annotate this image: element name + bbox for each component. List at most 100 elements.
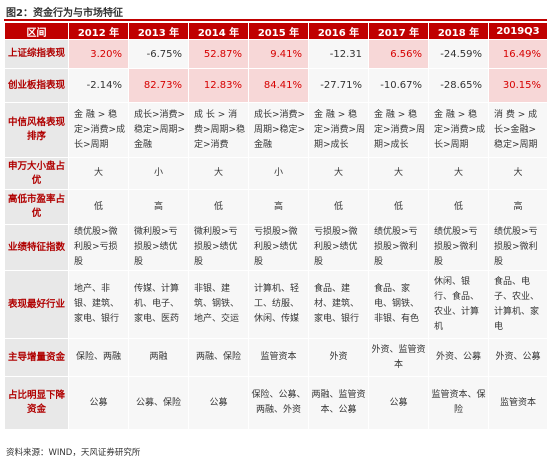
- table-cell: 外资、公募: [488, 338, 548, 377]
- table-cell: 公募: [368, 376, 429, 430]
- table-cell: 公募: [68, 376, 129, 430]
- table-cell: 绩优股>亏损股>微利股: [488, 224, 548, 271]
- table-cell: -27.71%: [308, 68, 369, 103]
- table-row: 创业板指表现 -2.14% 82.73% 12.83% 84.41% -27.7…: [4, 68, 548, 103]
- row-label: 主导增量资金: [4, 338, 69, 377]
- table-cell: 绩优股>亏损股>微利股: [368, 224, 429, 271]
- table-cell: 绩优股>微利股>亏损股: [68, 224, 129, 271]
- table-row: 占比明显下降资金 公募 公募、保险 公募 保险、公募、两融、外资 两融、监管资本…: [4, 376, 548, 430]
- header-cell: 2018 年: [428, 22, 489, 40]
- table-cell: 高: [128, 189, 189, 225]
- table-row: 申万大小盘占优 大 小 大 小 大 大 大 大: [4, 157, 548, 190]
- table-row: 业绩特征指数 绩优股>微利股>亏损股 微利股>亏损股>绩优股 微利股>亏损股>绩…: [4, 224, 548, 271]
- table-cell: 成长>消费>周期>稳定>金融: [248, 102, 309, 158]
- row-label: 中信风格表现排序: [4, 102, 69, 158]
- table-row: 表现最好行业 地产、非银、建筑、家电、银行 传媒、计算机、电子、家电、医药 非银…: [4, 270, 548, 339]
- table-cell: 保险、两融: [68, 338, 129, 377]
- table-cell: 低: [68, 189, 129, 225]
- table-cell: 84.41%: [248, 68, 309, 103]
- table-cell: 公募、保险: [128, 376, 189, 430]
- table-cell: 52.87%: [188, 39, 249, 69]
- header-cell: 2019Q3: [488, 22, 548, 40]
- table-cell: 监管资本: [488, 376, 548, 430]
- table-cell: 金 融 > 稳定>消费>成长>周期: [68, 102, 129, 158]
- table-cell: -2.14%: [68, 68, 129, 103]
- row-label: 创业板指表现: [4, 68, 69, 103]
- source-note: 资料来源：WIND，天风证券研究所: [6, 448, 141, 458]
- table-cell: 大: [68, 157, 129, 190]
- row-label: 高低市盈率占优: [4, 189, 69, 225]
- title-rule: [4, 19, 547, 21]
- table-cell: 食品、家电、钢铁、非银、有色: [368, 270, 429, 339]
- table-cell: 金 融 > 稳定>消费>成长>周期: [428, 102, 489, 158]
- table-cell: 3.20%: [68, 39, 129, 69]
- table-cell: 6.56%: [368, 39, 429, 69]
- table-cell: 大: [308, 157, 369, 190]
- table-cell: 低: [188, 189, 249, 225]
- table-cell: 微利股>亏损股>绩优股: [128, 224, 189, 271]
- row-label: 业绩特征指数: [4, 224, 69, 271]
- header-cell: 2015 年: [248, 22, 309, 40]
- table-cell: -12.31: [308, 39, 369, 69]
- table-cell: 绩优股>亏损股>微利股: [428, 224, 489, 271]
- table-cell: 12.83%: [188, 68, 249, 103]
- table-cell: 小: [128, 157, 189, 190]
- header-cell: 2017 年: [368, 22, 429, 40]
- table-cell: 30.15%: [488, 68, 548, 103]
- table-cell: 两融、监管资本、公募: [308, 376, 369, 430]
- table-cell: 监管资本: [248, 338, 309, 377]
- table-cell: 外资、监管资本: [368, 338, 429, 377]
- header-row: 区间 2012 年 2013 年 2014 年 2015 年 2016 年 20…: [4, 22, 548, 40]
- table-cell: 两融、保险: [188, 338, 249, 377]
- header-cell: 2014 年: [188, 22, 249, 40]
- table-row: 中信风格表现排序 金 融 > 稳定>消费>成长>周期 成长>消费>稳定>周期>金…: [4, 102, 548, 158]
- header-cell: 2013 年: [128, 22, 189, 40]
- row-label: 表现最好行业: [4, 270, 69, 339]
- table-cell: -10.67%: [368, 68, 429, 103]
- table-cell: 9.41%: [248, 39, 309, 69]
- table-cell: 传媒、计算机、电子、家电、医药: [128, 270, 189, 339]
- table-cell: 食品、建材、建筑、家电、银行: [308, 270, 369, 339]
- table-cell: 保险、公募、两融、外资: [248, 376, 309, 430]
- table-cell: 小: [248, 157, 309, 190]
- table-cell: 消 费 > 成长>金融>稳定>周期: [488, 102, 548, 158]
- table-cell: 低: [368, 189, 429, 225]
- table-cell: -6.75%: [128, 39, 189, 69]
- table-cell: 低: [308, 189, 369, 225]
- header-cell: 2016 年: [308, 22, 369, 40]
- table-cell: 16.49%: [488, 39, 548, 69]
- table-cell: 微利股>亏损股>绩优股: [188, 224, 249, 271]
- table-cell: 大: [488, 157, 548, 190]
- table-cell: 大: [428, 157, 489, 190]
- table-cell: 公募: [188, 376, 249, 430]
- table-cell: -28.65%: [428, 68, 489, 103]
- table-cell: 食品、电子、农业、计算机、家电: [488, 270, 548, 339]
- table-cell: 休闲、银行、食品、农业、计算机: [428, 270, 489, 339]
- table-cell: 亏损股>微利股>绩优股: [248, 224, 309, 271]
- table-cell: 成 长 > 消费>周期>稳定>消费: [188, 102, 249, 158]
- table-cell: 外资: [308, 338, 369, 377]
- table-cell: 地产、非银、建筑、家电、银行: [68, 270, 129, 339]
- table-cell: 监管资本、保险: [428, 376, 489, 430]
- row-label: 申万大小盘占优: [4, 157, 69, 190]
- figure-title: 图2：资金行为与市场特征: [6, 8, 123, 19]
- table-row: 主导增量资金 保险、两融 两融 两融、保险 监管资本 外资 外资、监管资本 外资…: [4, 338, 548, 377]
- table-row: 高低市盈率占优 低 高 低 高 低 低 低 高: [4, 189, 548, 225]
- table-cell: 亏损股>微利股>绩优股: [308, 224, 369, 271]
- table-cell: 计算机、轻工、纺服、休闲、传媒: [248, 270, 309, 339]
- table-cell: 金 融 > 稳定>消费>周期>成长: [368, 102, 429, 158]
- header-cell: 2012 年: [68, 22, 129, 40]
- table-cell: 外资、公募: [428, 338, 489, 377]
- table-cell: 高: [488, 189, 548, 225]
- table-cell: 两融: [128, 338, 189, 377]
- table-row: 上证综指表现 3.20% -6.75% 52.87% 9.41% -12.31 …: [4, 39, 548, 69]
- table-cell: 非银、建筑、钢铁、地产、交运: [188, 270, 249, 339]
- row-label: 占比明显下降资金: [4, 376, 69, 430]
- table-cell: 大: [188, 157, 249, 190]
- table-cell: 金 融 > 稳定>消费>周期>成长: [308, 102, 369, 158]
- market-feature-table: 区间 2012 年 2013 年 2014 年 2015 年 2016 年 20…: [4, 22, 548, 430]
- table-cell: 大: [368, 157, 429, 190]
- table-cell: 高: [248, 189, 309, 225]
- header-cell: 区间: [4, 22, 69, 40]
